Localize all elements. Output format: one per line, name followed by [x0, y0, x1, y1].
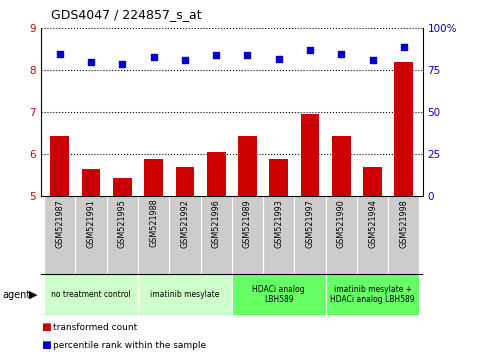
Text: GSM521998: GSM521998: [399, 199, 408, 247]
Bar: [207, 152, 226, 196]
Bar: [388, 196, 420, 274]
Text: no treatment control: no treatment control: [51, 290, 131, 299]
Text: GSM521993: GSM521993: [274, 199, 283, 247]
Point: [243, 52, 251, 58]
Point: [275, 56, 283, 62]
Bar: [44, 196, 75, 274]
Text: transformed count: transformed count: [53, 323, 137, 332]
Point: [150, 54, 157, 60]
Point: [56, 51, 64, 56]
Bar: [300, 114, 319, 196]
Bar: [169, 196, 200, 274]
Point: [369, 57, 376, 63]
Bar: [50, 136, 69, 196]
Bar: [175, 167, 194, 196]
Bar: [113, 178, 132, 196]
Bar: [326, 196, 357, 274]
Text: HDACi analog
LBH589: HDACi analog LBH589: [253, 285, 305, 304]
Text: GSM521987: GSM521987: [56, 199, 64, 247]
Bar: [395, 62, 413, 196]
Bar: [232, 196, 263, 274]
Text: GDS4047 / 224857_s_at: GDS4047 / 224857_s_at: [51, 8, 201, 21]
Bar: [138, 196, 169, 274]
Text: GSM521988: GSM521988: [149, 199, 158, 247]
Bar: [82, 169, 100, 196]
Text: percentile rank within the sample: percentile rank within the sample: [53, 341, 206, 350]
Text: GSM521991: GSM521991: [86, 199, 96, 247]
Point: [338, 51, 345, 56]
Bar: [326, 274, 420, 315]
Bar: [295, 196, 326, 274]
Bar: [232, 274, 326, 315]
Bar: [75, 196, 107, 274]
Bar: [357, 196, 388, 274]
Bar: [332, 136, 351, 196]
Text: agent: agent: [2, 290, 30, 300]
Text: GSM521989: GSM521989: [243, 199, 252, 247]
Bar: [238, 136, 257, 196]
Text: ■: ■: [41, 340, 51, 350]
Point: [306, 47, 314, 53]
Bar: [144, 159, 163, 196]
Text: GSM521992: GSM521992: [181, 199, 189, 248]
Point: [87, 59, 95, 65]
Point: [118, 61, 126, 67]
Bar: [200, 196, 232, 274]
Point: [181, 57, 189, 63]
Text: ▶: ▶: [29, 290, 38, 300]
Text: ■: ■: [41, 322, 51, 332]
Bar: [44, 274, 138, 315]
Text: imatinib mesylate +
HDACi analog LBH589: imatinib mesylate + HDACi analog LBH589: [330, 285, 415, 304]
Point: [213, 52, 220, 58]
Bar: [363, 167, 382, 196]
Bar: [263, 196, 295, 274]
Bar: [138, 274, 232, 315]
Text: GSM521990: GSM521990: [337, 199, 346, 247]
Point: [400, 44, 408, 50]
Bar: [270, 159, 288, 196]
Text: GSM521994: GSM521994: [368, 199, 377, 247]
Bar: [107, 196, 138, 274]
Text: GSM521996: GSM521996: [212, 199, 221, 247]
Text: imatinib mesylate: imatinib mesylate: [150, 290, 220, 299]
Text: GSM521997: GSM521997: [306, 199, 314, 248]
Text: GSM521995: GSM521995: [118, 199, 127, 248]
